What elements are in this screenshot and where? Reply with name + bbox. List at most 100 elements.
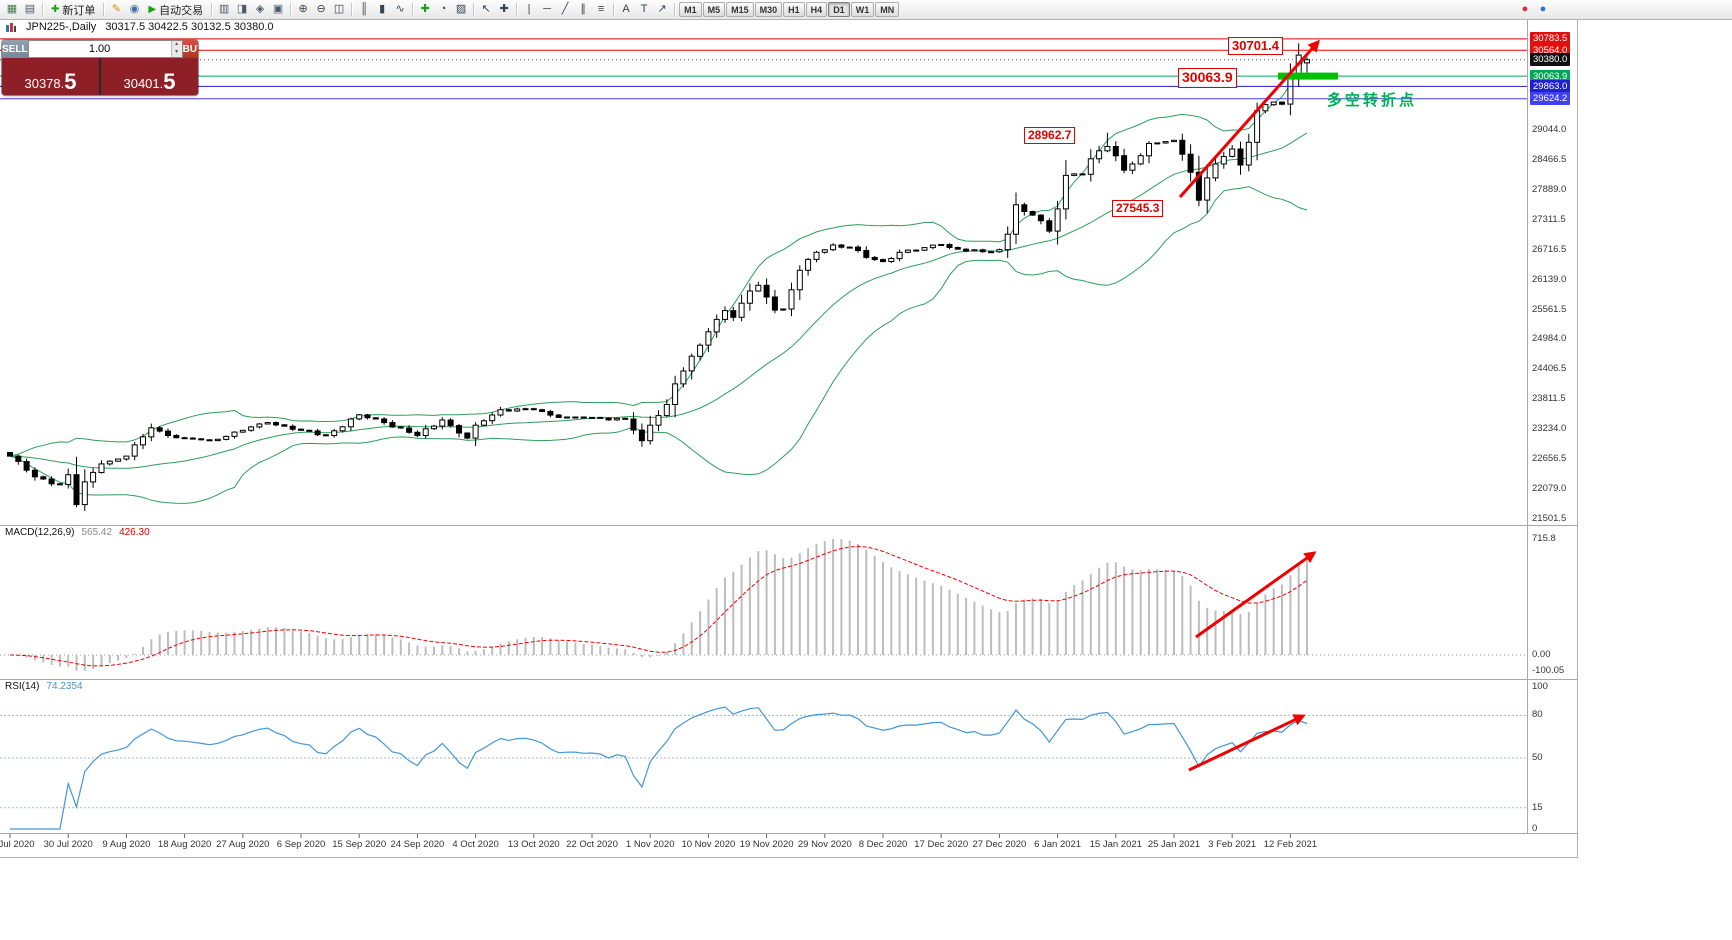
timeframe-M1[interactable]: M1 <box>679 2 702 17</box>
timeframe-H4[interactable]: H4 <box>805 2 828 17</box>
trendline-icon[interactable]: ╱ <box>561 2 569 15</box>
price-scale-label: 26139.0 <box>1532 273 1567 285</box>
buy-price-pip: 5 <box>163 69 176 94</box>
sell-price-pip: 5 <box>64 69 77 94</box>
date-ticks <box>9 834 1291 838</box>
price-scale-label: 26716.5 <box>1532 243 1567 255</box>
volume-field[interactable]: ▲▼ <box>27 40 183 58</box>
price-scale-label: 23811.5 <box>1532 393 1566 405</box>
date-label: 19 Nov 2020 <box>739 839 794 850</box>
community-icon[interactable]: ● <box>1539 3 1547 15</box>
timeframe-H1[interactable]: H1 <box>783 2 805 17</box>
navigator-icon[interactable]: ◈ <box>255 2 265 15</box>
line-chart-mode-icon[interactable]: ∿ <box>395 2 405 15</box>
bar-chart-mode-icon[interactable]: ║ <box>360 2 368 15</box>
new-chart-icon[interactable]: ▦ <box>6 2 18 15</box>
vertical-line-icon[interactable]: | <box>527 2 531 15</box>
history-center-icon[interactable]: ◉ <box>129 2 140 15</box>
price-marker-29624.2: 29624.2 <box>1530 92 1571 106</box>
tile-windows-icon[interactable]: ◫ <box>333 2 345 15</box>
candle-chart-mode-icon[interactable]: ▮ <box>379 2 386 15</box>
volume-down-icon[interactable]: ▼ <box>171 49 182 57</box>
new-order-button[interactable]: ✚ 新订单 <box>46 2 100 18</box>
chart-canvas[interactable] <box>0 18 1578 858</box>
indicators-icon[interactable]: ✚ <box>420 2 430 15</box>
terminal-icon[interactable]: ▣ <box>272 2 284 15</box>
crosshair-icon[interactable]: ✚ <box>499 2 509 15</box>
price-annotation-27545.3[interactable]: 27545.3 <box>1112 200 1164 217</box>
toolbar-separator <box>473 3 475 16</box>
periods-icon[interactable]: ◔ <box>439 2 447 15</box>
toolbar-separator <box>613 3 615 16</box>
sell-button[interactable]: SELL <box>2 40 28 58</box>
buy-button[interactable]: BUY <box>182 40 198 58</box>
price-scale-label: 27311.5 <box>1532 213 1566 225</box>
text-icon[interactable]: A <box>622 2 630 15</box>
price-scale[interactable]: 29044.0 28466.5 27889.0 27311.5 26716.5 26139… <box>1529 18 1577 857</box>
trend-arrows[interactable] <box>1178 39 1320 772</box>
date-label: 9 Aug 2020 <box>102 839 151 850</box>
zoom-out-icon[interactable]: ⊖ <box>316 2 326 15</box>
time-scale[interactable]: 21 Jul 2020 30 Jul 2020 9 Aug 2020 18 Aug 2… <box>0 839 1527 855</box>
price-marker-30783.5: 30783.5 <box>1530 32 1571 46</box>
turning-point-annotation[interactable]: 多空转折点 <box>1327 92 1418 109</box>
templates-icon[interactable]: ▨ <box>455 2 467 15</box>
cursor-icon[interactable]: ↖ <box>481 2 491 15</box>
price-annotation-30701.4[interactable]: 30701.4 <box>1228 37 1283 56</box>
buy-price-button[interactable]: 30401. 5 <box>101 58 198 95</box>
toolbar-separator <box>516 3 518 16</box>
toolbar: ▦ ▤ ✚ 新订单 ✎ ◉ ▶ 自动交易 ▥ ◨ ◈ ▣ ⊕ ⊖ ◫ ║ ▮ ∿ ✚ ◔ ▨ ↖ ✚ | ─ ╱ ∥ ≡ A T ↗ M1 M5… <box>0 0 1732 20</box>
timeframe-W1[interactable]: W1 <box>850 2 875 17</box>
chart-canvas-holder <box>0 18 1578 858</box>
date-label: 21 Jul 2020 <box>0 839 35 850</box>
volume-up-icon[interactable]: ▲ <box>171 41 182 49</box>
autotrading-button[interactable]: ▶ 自动交易 <box>143 2 208 18</box>
date-label: 10 Nov 2020 <box>681 839 736 850</box>
date-label: 29 Nov 2020 <box>797 839 852 850</box>
autotrading-label: 自动交易 <box>159 4 204 17</box>
date-label: 17 Dec 2020 <box>914 839 969 850</box>
timeframe-MN[interactable]: MN <box>875 2 900 17</box>
macd-title: MACD(12,26,9) <box>5 527 75 538</box>
data-window-icon[interactable]: ◨ <box>236 2 248 15</box>
fibonacci-icon[interactable]: ≡ <box>597 2 605 15</box>
macd-scale-label: 715.8 <box>1532 533 1556 544</box>
sell-price-button[interactable]: 30378. 5 <box>2 58 99 95</box>
rsi-panel <box>0 706 1527 830</box>
panel-separators[interactable] <box>0 18 1578 834</box>
price-annotation-30063.9[interactable]: 30063.9 <box>1178 68 1237 88</box>
date-label: 15 Jan 2021 <box>1089 839 1142 850</box>
price-annotation-28962.7[interactable]: 28962.7 <box>1024 127 1076 144</box>
rsi-scale-label: 100 <box>1532 681 1548 692</box>
date-label: 1 Nov 2020 <box>625 839 675 850</box>
volume-spinner[interactable]: ▲ ▼ <box>170 41 182 57</box>
turning-point-zone[interactable] <box>1278 72 1338 80</box>
date-label: 13 Oct 2020 <box>507 839 560 850</box>
price-scale-label: 23234.0 <box>1532 423 1567 435</box>
zoom-in-icon[interactable]: ⊕ <box>298 2 308 15</box>
price-scale-label: 21501.5 <box>1532 513 1567 524</box>
toolbar-right-icons: ● ● <box>1516 2 1552 18</box>
horizontal-line-icon[interactable]: ─ <box>543 2 551 15</box>
price-marker-30380.0: 30380.0 <box>1530 53 1571 67</box>
toolbar-separator <box>42 3 43 16</box>
date-label: 25 Jan 2021 <box>1147 839 1201 850</box>
chart-symbol-period: JPN225-,Daily <box>26 21 97 33</box>
notifications-icon[interactable]: ● <box>1521 3 1529 15</box>
text-label-icon[interactable]: T <box>640 2 648 15</box>
timeframe-D1[interactable]: D1 <box>828 2 850 17</box>
macd-panel <box>0 539 1527 671</box>
macd-scale-label: -100.05 <box>1532 665 1565 676</box>
date-label: 4 Oct 2020 <box>452 839 499 850</box>
arrow-tools-icon[interactable]: ↗ <box>657 2 667 15</box>
chart-profiles-icon[interactable]: ▤ <box>24 2 36 15</box>
channel-icon[interactable]: ∥ <box>580 2 586 15</box>
timeframe-M5[interactable]: M5 <box>702 2 726 17</box>
market-watch-icon[interactable]: ▥ <box>218 2 230 15</box>
date-label: 22 Oct 2020 <box>566 839 618 850</box>
metaeditor-icon[interactable]: ✎ <box>111 2 121 15</box>
price-marker-29863.0: 29863.0 <box>1530 79 1571 93</box>
volume-input[interactable] <box>28 41 171 57</box>
timeframe-M30[interactable]: M30 <box>754 2 783 17</box>
timeframe-M15[interactable]: M15 <box>726 2 754 17</box>
